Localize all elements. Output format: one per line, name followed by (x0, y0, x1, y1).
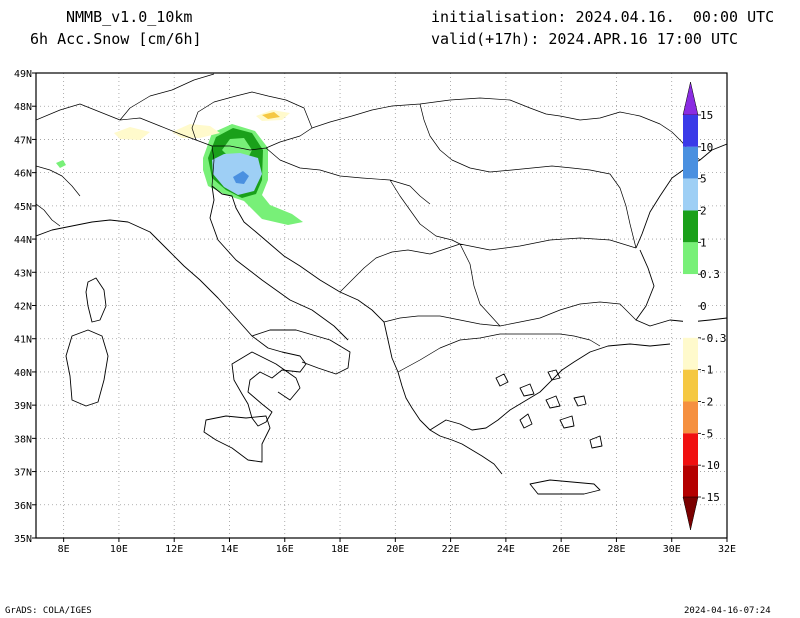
lat-tick-label: 48N (14, 102, 32, 113)
lon-tick-label: 24E (497, 544, 515, 555)
lat-tick-label: 37N (14, 468, 32, 479)
colorbar-segment (683, 465, 698, 497)
lon-tick-label: 30E (663, 544, 681, 555)
field-title: 6h Acc.Snow [cm/6h] (30, 30, 202, 48)
lon-tick-label: 32E (718, 544, 736, 555)
colorbar-segment (683, 146, 698, 179)
colorbar-label: -1 (700, 364, 713, 377)
lon-tick-label: 22E (442, 544, 460, 555)
lat-tick-label: 49N (14, 69, 32, 80)
snow-blue-core (233, 171, 249, 184)
rain-light-yellow-west (114, 127, 150, 140)
rain-light-yellow-alps (172, 124, 220, 138)
colorbar-label: 1 (700, 236, 707, 249)
axis-ticks: 8E 10E 12E 14E 16E 18E 20E 22E 24E 26E 28E 30E 32E 49… (14, 69, 736, 555)
colorbar-segment (683, 178, 698, 211)
colorbar-segment (683, 369, 698, 402)
italy-coastline (36, 185, 351, 427)
colorbar-bottom-arrow (682, 496, 699, 531)
lat-tick-label: 40N (14, 368, 32, 379)
lon-tick-label: 18E (331, 544, 349, 555)
colorbar-segment (683, 115, 698, 147)
aegean-islands (495, 369, 603, 449)
colorbar-segment (683, 433, 698, 466)
black-sea-coast (635, 143, 727, 327)
lon-tick-label: 8E (58, 544, 70, 555)
colorbar-label: -2 (700, 396, 713, 409)
lon-tick-label: 12E (165, 544, 183, 555)
map-frame-bg (36, 73, 727, 538)
colorbar-label: 2 (700, 205, 707, 218)
colorbar-segment (683, 337, 698, 370)
lat-tick-label: 46N (14, 169, 32, 180)
colorbar-segment (683, 274, 698, 306)
crete-coastline (529, 479, 601, 495)
render-timestamp: 2024-04-16-07:24 (684, 606, 771, 616)
grads-credit: GrADS: COLA/IGES (5, 606, 92, 616)
lon-tick-label: 10E (110, 544, 128, 555)
colorbar-segment (683, 242, 698, 275)
lon-tick-label: 20E (386, 544, 404, 555)
lon-tick-label: 14E (220, 544, 238, 555)
colorbar-label: -10 (700, 459, 720, 472)
lat-tick-label: 35N (14, 534, 32, 545)
init-time: initialisation: 2024.04.16. 00:00 UTC (431, 8, 775, 26)
lat-tick-label: 47N (14, 135, 32, 146)
lon-tick-label: 28E (607, 544, 625, 555)
colorbar-segment (683, 401, 698, 434)
colorbar: 15 10 5 2 1 0.3 0 -0.3 -1 -2 -5 -10 -15 (682, 81, 727, 531)
adriatic-east-coast (211, 185, 671, 475)
colorbar-segment (683, 306, 698, 338)
valid-time: valid(+17h): 2024.APR.16 17:00 UTC (431, 30, 739, 48)
lat-tick-label: 43N (14, 268, 32, 279)
colorbar-label: -5 (700, 427, 713, 440)
country-borders (36, 73, 701, 373)
lat-tick-label: 41N (14, 335, 32, 346)
colorbar-label: 0 (700, 300, 707, 313)
snow-accumulation-field (56, 110, 303, 225)
model-title: NMMB_v1.0_10km (66, 8, 193, 26)
sardinia-coastline (65, 329, 109, 407)
lat-tick-label: 36N (14, 501, 32, 512)
lat-tick-label: 44N (14, 235, 32, 246)
lon-tick-label: 26E (552, 544, 570, 555)
sicily-coastline (203, 415, 271, 463)
lat-tick-label: 45N (14, 202, 32, 213)
coastlines-and-borders (36, 73, 727, 495)
rain-yellow-spot (262, 112, 280, 119)
colorbar-label: 15 (700, 109, 713, 122)
lat-tick-label: 38N (14, 434, 32, 445)
corsica-coastline (85, 277, 107, 323)
lat-tick-label: 42N (14, 302, 32, 313)
colorbar-label: 0.3 (700, 268, 720, 281)
lat-tick-label: 39N (14, 401, 32, 412)
colorbar-label: 10 (700, 141, 713, 154)
north-border-austria (191, 91, 313, 141)
colorbar-segment (683, 210, 698, 243)
snow-light-green-left (56, 160, 66, 168)
colorbar-label: -0.3 (700, 332, 727, 345)
colorbar-label: 5 (700, 173, 707, 186)
snow-lightblue-area (212, 153, 262, 195)
lon-tick-label: 16E (276, 544, 294, 555)
colorbar-label: -15 (700, 491, 720, 504)
